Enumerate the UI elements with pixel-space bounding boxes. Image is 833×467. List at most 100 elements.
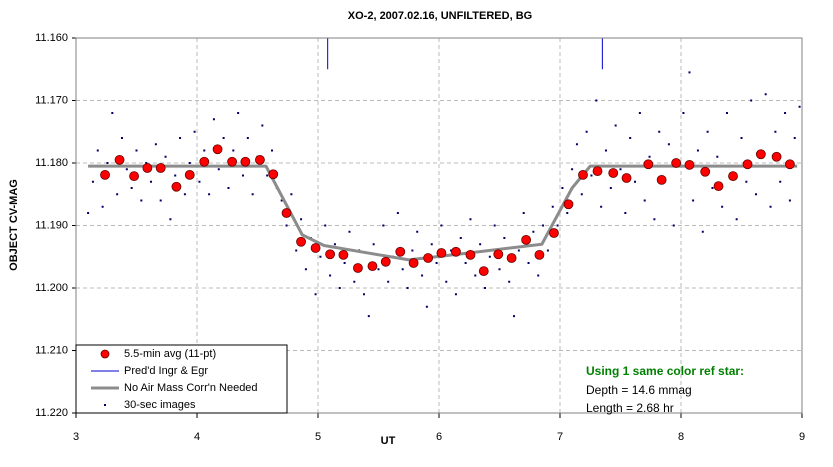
image-point: [164, 155, 167, 158]
image-point: [798, 105, 801, 108]
image-point: [120, 137, 123, 139]
image-point: [338, 287, 341, 289]
image-point: [387, 280, 390, 283]
avg-point: [423, 253, 434, 263]
image-point: [479, 243, 482, 246]
avg-point: [700, 166, 711, 177]
image-point: [793, 137, 796, 139]
image-point: [750, 99, 753, 102]
image-point: [721, 205, 724, 208]
image-point: [125, 168, 128, 171]
image-point: [503, 237, 506, 239]
x-tick-label: 5: [315, 431, 321, 443]
avg-point: [656, 174, 667, 185]
avg-point: [325, 249, 336, 260]
image-point: [508, 280, 511, 283]
legend-label: 30-sec images: [124, 399, 196, 411]
image-point: [377, 268, 380, 271]
image-point: [725, 112, 728, 114]
avg-point: [408, 258, 419, 268]
image-point: [101, 205, 104, 208]
avg-point: [227, 156, 237, 167]
image-point: [241, 174, 244, 177]
avg-point: [592, 166, 603, 177]
image-point: [416, 230, 419, 233]
image-point: [498, 268, 501, 271]
image-point: [648, 155, 651, 158]
image-point: [469, 218, 472, 221]
image-point: [716, 155, 719, 158]
image-point: [522, 212, 525, 214]
image-point: [764, 93, 767, 96]
x-tick-label: 4: [194, 431, 200, 443]
image-point: [222, 137, 225, 139]
image-point: [314, 293, 317, 296]
image-point: [706, 130, 709, 133]
image-point: [672, 224, 675, 227]
avg-point: [338, 249, 349, 260]
legend-label: Pred'd Ingr & Egr: [124, 365, 208, 377]
image-point: [290, 193, 293, 196]
avg-point: [534, 249, 545, 260]
avg-point: [506, 253, 517, 263]
image-point: [87, 212, 90, 214]
image-point: [600, 205, 603, 208]
avg-point: [549, 228, 559, 238]
image-point: [532, 230, 535, 233]
image-point: [474, 274, 477, 277]
image-point: [421, 274, 424, 277]
x-tick-label: 3: [73, 431, 79, 443]
avg-point: [578, 169, 588, 180]
annotation-line: Depth = 14.6 mmag: [586, 383, 692, 397]
avg-point: [129, 171, 139, 182]
avg-point: [465, 249, 476, 260]
legend-symbol: [100, 349, 110, 359]
y-tick-label: 11.160: [35, 32, 68, 44]
image-point: [769, 205, 772, 208]
image-point: [483, 287, 486, 289]
image-point: [440, 224, 443, 227]
image-point: [692, 199, 695, 202]
image-point: [537, 274, 540, 277]
image-point: [774, 130, 777, 133]
y-tick-label: 11.200: [35, 282, 68, 294]
image-point: [169, 218, 172, 221]
image-point: [658, 130, 661, 133]
image-point: [445, 280, 448, 283]
avg-point: [521, 234, 532, 245]
image-point: [285, 224, 288, 227]
image-point: [208, 193, 211, 196]
image-point: [333, 243, 336, 246]
avg-point: [785, 159, 795, 170]
legend-label: 5.5-min avg (11-pt): [124, 348, 216, 360]
image-point: [111, 112, 114, 114]
image-point: [353, 280, 356, 283]
image-point: [566, 212, 569, 214]
image-point: [280, 199, 283, 202]
avg-point: [755, 149, 766, 160]
image-point: [396, 212, 399, 214]
image-point: [653, 218, 656, 221]
image-point: [784, 112, 787, 114]
image-point: [542, 224, 545, 227]
avg-point: [310, 243, 321, 253]
image-point: [174, 174, 177, 177]
image-point: [580, 193, 583, 196]
chart-title: XO-2, 2007.02.16, UNFILTERED, BG: [348, 10, 532, 22]
image-point: [145, 162, 148, 164]
image-point: [513, 315, 516, 318]
avg-point: [240, 156, 251, 167]
legend-label: No Air Mass Corr'n Needed: [124, 382, 258, 394]
image-point: [604, 149, 607, 152]
image-point: [546, 249, 549, 252]
y-axis-label: OBJECT CV-MAG: [8, 179, 20, 271]
image-point: [150, 180, 153, 183]
avg-point: [171, 181, 182, 192]
avg-point: [155, 163, 166, 173]
image-point: [571, 168, 574, 171]
avg-point: [114, 154, 125, 165]
image-point: [638, 112, 641, 114]
avg-point: [367, 261, 378, 272]
avg-point: [621, 173, 632, 183]
legend-symbol: [104, 404, 106, 406]
